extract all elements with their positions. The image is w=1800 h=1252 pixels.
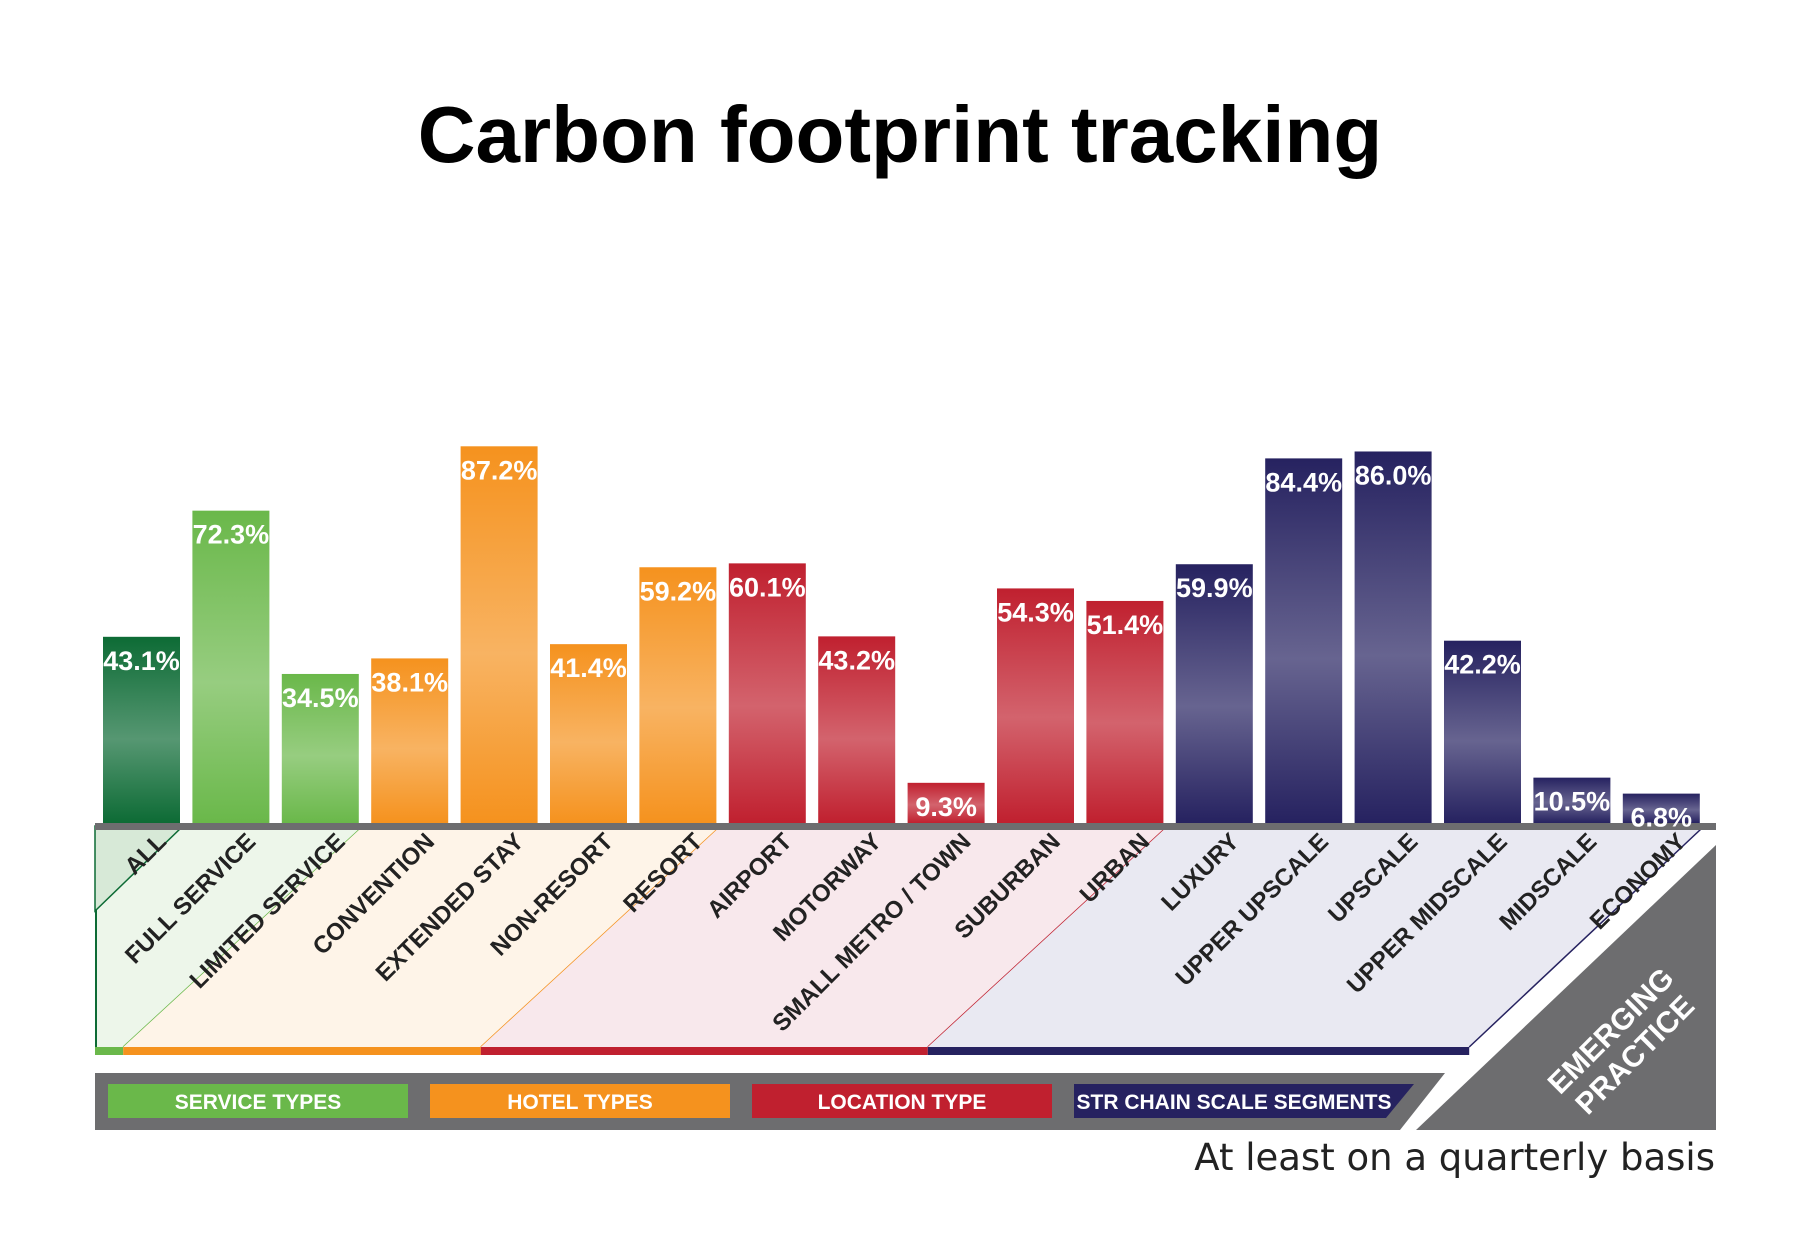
value-label-upper-midscale: 42.2% <box>1444 650 1521 680</box>
bar-all <box>103 636 180 823</box>
band-bottom-str-chain-scale-segments <box>927 1047 1470 1055</box>
value-label-midscale: 10.5% <box>1534 787 1611 817</box>
band-divider-str-chain-scale-segments <box>1468 825 1705 1048</box>
bar-full-service <box>192 510 270 823</box>
value-label-airport: 60.1% <box>729 572 806 602</box>
bar-luxury <box>1175 564 1253 823</box>
value-label-upper-upscale: 84.4% <box>1265 467 1342 497</box>
band-service-types <box>95 826 364 1047</box>
bar-airport <box>728 563 806 823</box>
band-left-edge <box>95 826 97 1047</box>
bar-midscale <box>1533 777 1611 823</box>
bar-resort <box>639 567 717 823</box>
value-label-luxury: 59.9% <box>1176 573 1253 603</box>
legend-swatch-service-types <box>108 1084 408 1118</box>
band-str-chain-scale-segments <box>927 826 1705 1047</box>
bar-upper-midscale <box>1444 640 1521 823</box>
legend-label-service-types: SERVICE TYPES <box>175 1091 342 1114</box>
legend-swatch-hotel-types <box>430 1084 730 1118</box>
value-label-full-service: 72.3% <box>193 520 270 550</box>
value-label-non-resort: 41.4% <box>550 653 627 683</box>
value-label-convention: 38.1% <box>371 667 448 697</box>
bar-upscale <box>1354 451 1432 823</box>
value-label-extended-stay: 87.2% <box>461 455 538 485</box>
bar-limited-service <box>281 673 359 823</box>
band-bottom-hotel-types <box>123 1047 481 1055</box>
emerging-practice-triangle <box>1416 845 1716 1130</box>
axis-baseline <box>95 823 1716 830</box>
bar-extended-stay <box>460 446 538 823</box>
bar-small-metro-town <box>907 782 985 823</box>
bar-upper-upscale <box>1265 458 1343 823</box>
legend-label-location-type: LOCATION TYPE <box>818 1091 987 1114</box>
value-label-limited-service: 34.5% <box>282 683 359 713</box>
chart-note: At least on a quarterly basis <box>1194 1136 1715 1179</box>
legend-label-str-chain-scale-segments: STR CHAIN SCALE SEGMENTS <box>1076 1091 1391 1114</box>
value-label-suburban: 54.3% <box>997 597 1074 627</box>
band-bottom-service-types <box>95 1047 124 1055</box>
bar-economy <box>1622 793 1700 823</box>
value-label-small-metro-town: 9.3% <box>915 792 977 822</box>
bar-urban <box>1086 600 1164 823</box>
bars: 43.1% 72.3% 34.5% 38.1% 87.2% 41.4% 59.2% 60.1%… <box>103 446 1700 833</box>
value-label-motorway: 43.2% <box>818 645 895 675</box>
value-label-urban: 51.4% <box>1087 610 1164 640</box>
bar-non-resort <box>550 644 627 823</box>
bar-suburban <box>997 588 1074 823</box>
legend-swatch-location-type <box>752 1084 1052 1118</box>
value-label-upscale: 86.0% <box>1355 460 1432 490</box>
bar-convention <box>371 658 449 823</box>
value-label-resort: 59.2% <box>640 576 717 606</box>
legend-swatch-str-chain-scale-segments <box>1074 1084 1414 1118</box>
bar-motorway <box>818 636 896 823</box>
chart-title: Carbon footprint tracking <box>418 90 1382 179</box>
legend: SERVICE TYPES HOTEL TYPES LOCATION TYPE STR… <box>95 1073 1445 1130</box>
band-hotel-types <box>123 826 721 1047</box>
value-label-economy: 6.8% <box>1631 803 1693 833</box>
value-label-all: 43.1% <box>103 646 180 676</box>
legend-label-hotel-types: HOTEL TYPES <box>507 1091 652 1114</box>
band-bottom-location-type <box>480 1047 928 1055</box>
band-location-type <box>480 826 1168 1047</box>
